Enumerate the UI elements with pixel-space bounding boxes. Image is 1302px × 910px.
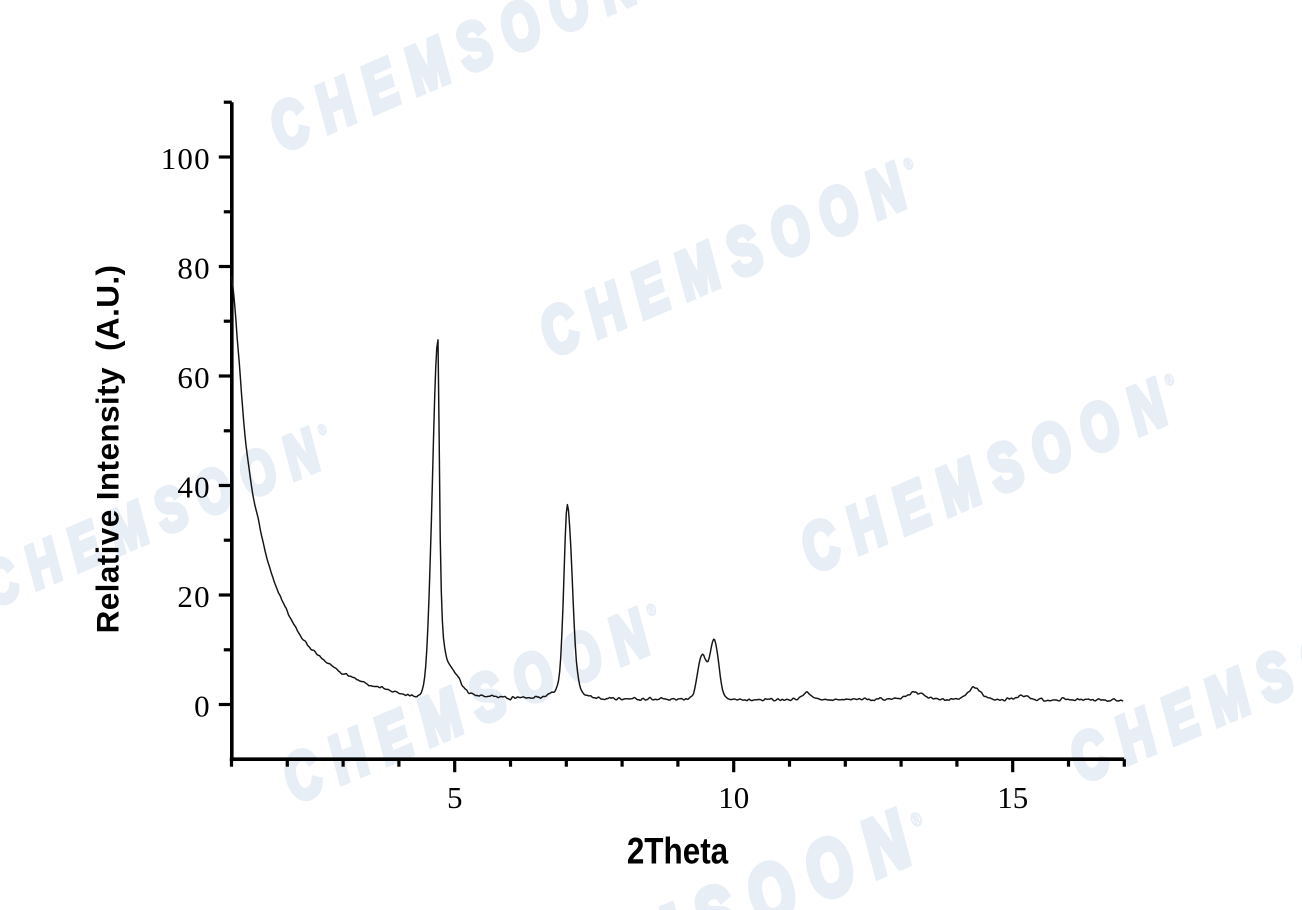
svg-text:Relative Intensity (A.U.): Relative Intensity (A.U.) (90, 265, 126, 634)
svg-text:60: 60 (177, 360, 210, 395)
svg-text:5: 5 (447, 780, 463, 815)
svg-text:0: 0 (194, 689, 211, 724)
svg-text:80: 80 (177, 251, 210, 286)
svg-text:2Theta: 2Theta (627, 831, 729, 872)
svg-text:20: 20 (177, 579, 210, 614)
svg-text:15: 15 (997, 780, 1028, 815)
svg-text:40: 40 (177, 470, 210, 505)
svg-text:10: 10 (718, 780, 749, 815)
svg-text:100: 100 (161, 141, 211, 176)
